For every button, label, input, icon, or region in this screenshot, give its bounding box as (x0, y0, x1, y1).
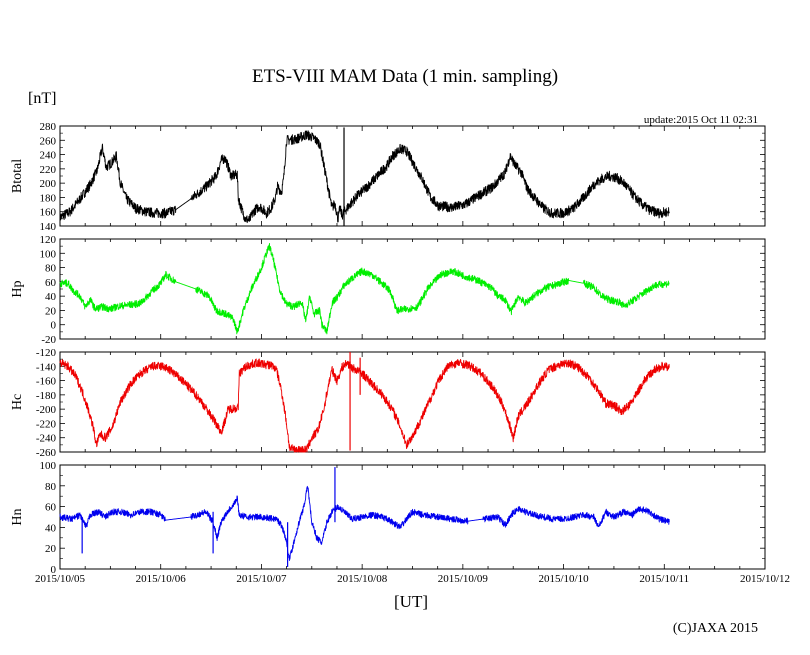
y-tick-label: 20 (45, 543, 57, 555)
y-tick-label: -160 (36, 376, 57, 388)
y-tick-label: -120 (36, 347, 57, 359)
x-tick-label: 2015/10/10 (539, 573, 590, 585)
panel-btotal: 140 160 180 200 220 240 260 280 Btotal (10, 121, 766, 233)
y-tick-label: -240 (36, 433, 57, 445)
y-tick-label: 260 (40, 135, 57, 147)
x-tick-label: 2015/10/11 (639, 573, 689, 585)
data-series-hp (59, 242, 670, 335)
data-series-hn (59, 485, 670, 561)
panel-hc: -260 -240 -220 -200 -180 -160 -140 -120 Hc (10, 347, 766, 459)
panel-ylabel-hn: Hn (10, 508, 25, 525)
panel-hn: 0 20 40 60 80 100 Hn (10, 460, 766, 576)
panel-hp: -20 0 20 40 60 80 100 120 Hp (10, 234, 766, 346)
x-tick-label: 2015/10/06 (136, 573, 187, 585)
y-tick-label: -20 (41, 334, 56, 346)
y-tick-label: -220 (36, 418, 57, 430)
chart-title: ETS-VIII MAM Data (1 min. sampling) (251, 66, 559, 87)
y-tick-label: 20 (45, 305, 57, 317)
y-tick-label: 120 (40, 234, 57, 246)
y-tick-label: 0 (51, 320, 57, 332)
data-series-hc (59, 358, 670, 453)
y-tick-label: 0 (51, 564, 57, 576)
y-tick-label: 240 (40, 150, 57, 162)
data-series-btotal (59, 130, 670, 224)
y-tick-label: 140 (40, 221, 57, 233)
y-tick-label: 280 (40, 121, 57, 133)
y-tick-label: 100 (40, 460, 57, 472)
update-timestamp: update:2015 Oct 11 02:31 (643, 114, 758, 126)
y-tick-label: 100 (40, 248, 57, 260)
y-tick-label: 40 (45, 522, 57, 534)
x-tick-label: 2015/10/05 (35, 573, 86, 585)
y-tick-label: -200 (36, 404, 57, 416)
y-tick-label: -140 (36, 361, 57, 373)
y-tick-label: 60 (45, 502, 57, 514)
y-tick-label: 200 (40, 178, 57, 190)
x-axis-label: [UT] (394, 592, 428, 611)
y-tick-label: 60 (45, 277, 57, 289)
panel-frame (59, 238, 766, 340)
y-tick-label: 80 (45, 263, 57, 275)
y-tick-label: 180 (40, 192, 57, 204)
panel-ylabel-hp: Hp (10, 280, 25, 297)
x-tick-label: 2015/10/08 (337, 573, 388, 585)
x-tick-label: 2015/10/12 (740, 573, 790, 585)
y-tick-label: 80 (45, 481, 57, 493)
unit-label: [nT] (28, 90, 57, 107)
x-tick-label: 2015/10/07 (236, 573, 287, 585)
x-tick-label: 2015/10/09 (438, 573, 489, 585)
y-tick-label: 220 (40, 164, 57, 176)
y-tick-label: -180 (36, 390, 57, 402)
panel-ylabel-btotal: Btotal (10, 159, 25, 193)
copyright-text: (C)JAXA 2015 (672, 621, 758, 636)
y-tick-label: -260 (36, 447, 57, 459)
y-tick-label: 40 (45, 291, 57, 303)
y-tick-label: 160 (40, 207, 57, 219)
panel-ylabel-hc: Hc (10, 394, 25, 410)
